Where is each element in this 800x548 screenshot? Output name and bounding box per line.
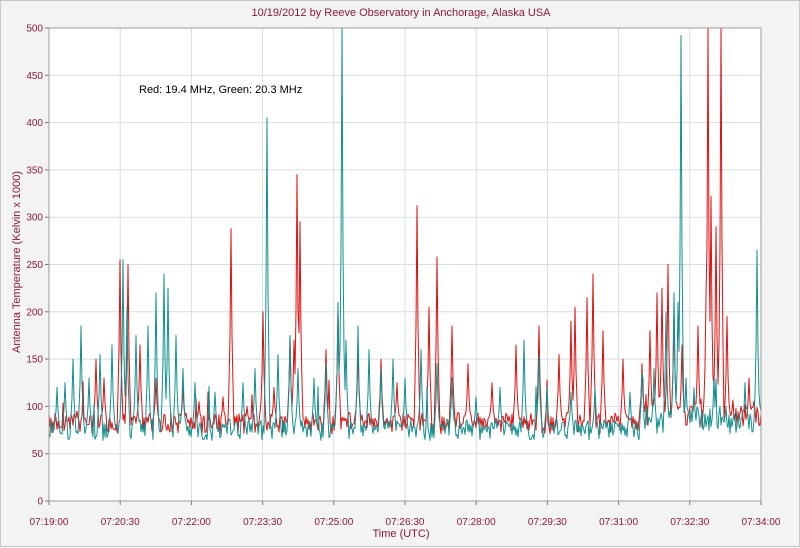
y-tick-label: 250 xyxy=(26,260,43,271)
y-tick-label: 0 xyxy=(37,497,43,508)
x-tick-label: 07:29:30 xyxy=(528,517,567,528)
x-tick-label: 07:34:00 xyxy=(742,517,781,528)
x-tick-label: 07:31:00 xyxy=(599,517,638,528)
x-tick-label: 07:20:30 xyxy=(101,517,140,528)
y-tick-label: 350 xyxy=(26,165,43,176)
x-tick-label: 07:22:00 xyxy=(172,517,211,528)
y-tick-label: 50 xyxy=(32,449,44,460)
y-tick-label: 100 xyxy=(26,402,43,413)
x-tick-label: 07:19:00 xyxy=(30,517,69,528)
y-tick-label: 300 xyxy=(26,213,43,224)
series-green-20-3mhz-line xyxy=(48,27,762,441)
x-tick-label: 07:23:30 xyxy=(243,517,282,528)
chart-annotation: Red: 19.4 MHz, Green: 20.3 MHz xyxy=(139,84,302,96)
y-tick-label: 150 xyxy=(26,355,43,366)
y-tick-label: 450 xyxy=(26,71,43,82)
x-tick-label: 07:26:30 xyxy=(386,517,425,528)
y-tick-label: 200 xyxy=(26,307,43,318)
x-tick-label: 07:32:30 xyxy=(670,517,709,528)
x-axis-label: Time (UTC) xyxy=(372,528,430,540)
plot-border xyxy=(48,27,762,502)
chart-title: 10/19/2012 by Reeve Observatory in Ancho… xyxy=(251,7,551,19)
x-tick-label: 07:25:00 xyxy=(314,517,353,528)
y-tick-label: 500 xyxy=(26,24,43,35)
x-tick-label: 07:28:00 xyxy=(457,517,496,528)
y-tick-label: 400 xyxy=(26,118,43,129)
